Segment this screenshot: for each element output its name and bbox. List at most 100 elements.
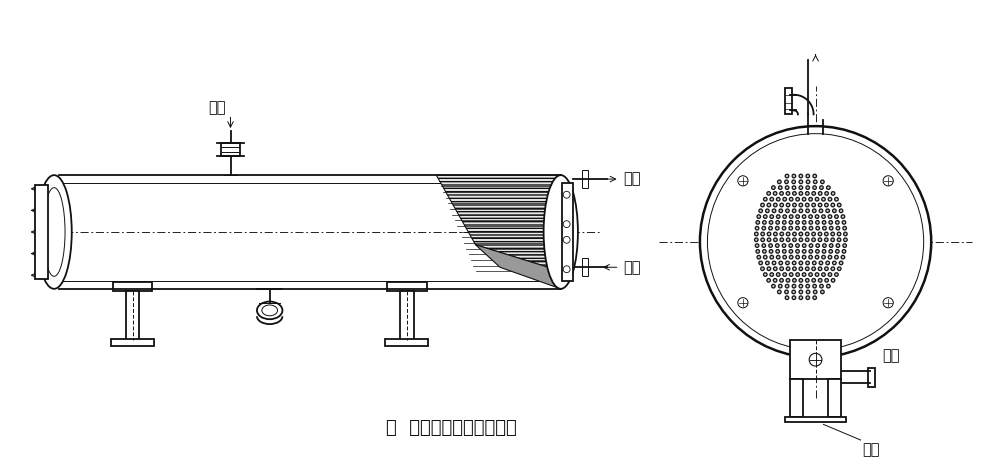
Circle shape xyxy=(821,197,826,202)
Circle shape xyxy=(769,272,774,277)
Circle shape xyxy=(785,295,789,300)
Circle shape xyxy=(813,285,816,287)
Bar xyxy=(790,379,803,417)
Circle shape xyxy=(754,231,759,237)
Circle shape xyxy=(776,197,781,202)
Circle shape xyxy=(835,198,838,201)
Circle shape xyxy=(800,262,802,264)
Circle shape xyxy=(786,175,788,177)
Circle shape xyxy=(809,274,812,276)
Circle shape xyxy=(822,249,827,254)
Circle shape xyxy=(797,274,799,276)
Circle shape xyxy=(800,210,802,212)
Circle shape xyxy=(834,272,839,277)
Circle shape xyxy=(761,204,764,206)
Circle shape xyxy=(828,197,832,202)
Circle shape xyxy=(798,231,803,237)
Circle shape xyxy=(839,261,844,265)
Circle shape xyxy=(800,192,802,195)
Circle shape xyxy=(818,202,822,207)
Circle shape xyxy=(776,214,781,219)
Circle shape xyxy=(805,284,810,289)
Circle shape xyxy=(782,272,787,277)
Circle shape xyxy=(822,274,825,276)
Circle shape xyxy=(843,250,845,252)
Circle shape xyxy=(784,256,786,258)
Circle shape xyxy=(786,278,790,283)
Circle shape xyxy=(829,274,831,276)
Polygon shape xyxy=(476,245,561,289)
Circle shape xyxy=(842,226,847,231)
Circle shape xyxy=(778,284,783,289)
Circle shape xyxy=(798,202,803,207)
Circle shape xyxy=(778,261,783,265)
Circle shape xyxy=(786,210,789,212)
Circle shape xyxy=(833,262,835,264)
Circle shape xyxy=(761,267,764,270)
Circle shape xyxy=(776,244,778,247)
Circle shape xyxy=(838,233,840,235)
Circle shape xyxy=(787,239,789,241)
Circle shape xyxy=(809,243,813,248)
Circle shape xyxy=(807,175,809,177)
Circle shape xyxy=(802,243,807,248)
Circle shape xyxy=(805,231,810,237)
Circle shape xyxy=(774,239,777,241)
Circle shape xyxy=(792,261,797,265)
Circle shape xyxy=(786,266,791,271)
Circle shape xyxy=(838,204,840,206)
Circle shape xyxy=(772,285,775,287)
Circle shape xyxy=(832,233,834,235)
Circle shape xyxy=(779,231,784,237)
Circle shape xyxy=(784,198,786,201)
Circle shape xyxy=(781,233,783,235)
Circle shape xyxy=(883,298,893,308)
Circle shape xyxy=(840,262,842,264)
Circle shape xyxy=(800,239,802,241)
Circle shape xyxy=(819,204,821,206)
Circle shape xyxy=(803,250,805,252)
Circle shape xyxy=(830,227,832,229)
Circle shape xyxy=(802,214,807,219)
Circle shape xyxy=(776,227,778,229)
Circle shape xyxy=(843,237,848,242)
Circle shape xyxy=(766,191,771,196)
Circle shape xyxy=(768,192,770,195)
Circle shape xyxy=(775,226,780,231)
Circle shape xyxy=(793,204,796,206)
Circle shape xyxy=(802,255,807,260)
Circle shape xyxy=(807,297,809,299)
Circle shape xyxy=(798,290,803,294)
Circle shape xyxy=(828,220,833,225)
Circle shape xyxy=(807,187,809,188)
Circle shape xyxy=(798,179,803,184)
Circle shape xyxy=(783,221,785,224)
Circle shape xyxy=(824,237,829,242)
Circle shape xyxy=(793,297,795,299)
Circle shape xyxy=(700,126,931,358)
Circle shape xyxy=(812,284,817,289)
Circle shape xyxy=(816,221,819,224)
Circle shape xyxy=(779,278,784,283)
Text: 出水: 出水 xyxy=(623,171,641,187)
Circle shape xyxy=(819,261,823,265)
Circle shape xyxy=(760,202,765,207)
Circle shape xyxy=(789,272,794,277)
Circle shape xyxy=(774,233,777,235)
Circle shape xyxy=(808,214,813,219)
Circle shape xyxy=(812,233,815,235)
Circle shape xyxy=(768,233,770,235)
Circle shape xyxy=(798,208,803,213)
Circle shape xyxy=(762,220,767,225)
Circle shape xyxy=(769,244,772,247)
Circle shape xyxy=(772,208,777,213)
Bar xyxy=(828,379,841,417)
Circle shape xyxy=(758,261,763,265)
Circle shape xyxy=(798,266,803,271)
Circle shape xyxy=(817,244,819,247)
Circle shape xyxy=(837,244,839,247)
Circle shape xyxy=(761,226,766,231)
Circle shape xyxy=(782,226,786,231)
Circle shape xyxy=(815,220,820,225)
Circle shape xyxy=(844,239,847,241)
